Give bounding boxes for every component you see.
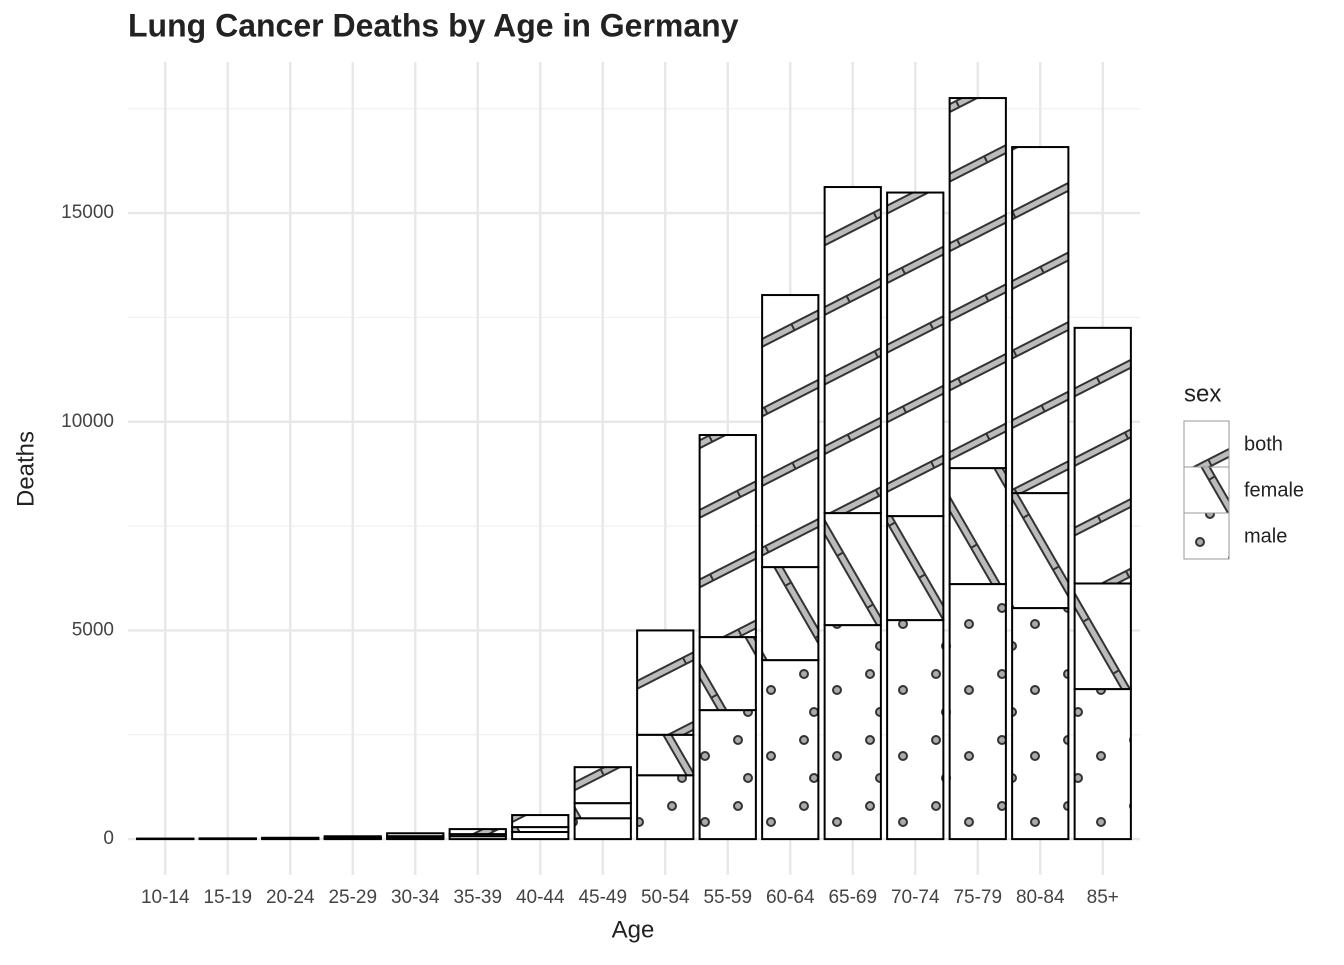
bar-segment bbox=[762, 567, 818, 660]
x-tick-label: 70-74 bbox=[891, 887, 940, 908]
bar-segment bbox=[1075, 689, 1131, 839]
bar-segment bbox=[262, 838, 318, 839]
bar-segment bbox=[575, 818, 631, 839]
x-tick-label: 60-64 bbox=[766, 887, 815, 908]
bar-segment bbox=[950, 98, 1006, 468]
bars bbox=[137, 98, 1131, 839]
x-tick-label: 80-84 bbox=[1016, 887, 1065, 908]
bar-segment bbox=[887, 516, 943, 620]
bar-segment bbox=[887, 620, 943, 839]
x-tick-label: 10-14 bbox=[141, 887, 190, 908]
x-tick-label: 50-54 bbox=[641, 887, 690, 908]
x-tick-label: 45-49 bbox=[578, 887, 627, 908]
bar-segment bbox=[1012, 147, 1068, 493]
x-tick-label: 75-79 bbox=[953, 887, 1002, 908]
bar-segment bbox=[825, 625, 881, 839]
x-tick-label: 25-29 bbox=[328, 887, 377, 908]
bar-segment bbox=[700, 710, 756, 839]
legend-title: sex bbox=[1184, 380, 1221, 407]
x-tick-label: 20-24 bbox=[266, 887, 315, 908]
bar-segment bbox=[512, 815, 568, 827]
y-tick-label: 0 bbox=[103, 828, 114, 849]
bar-segment bbox=[825, 187, 881, 513]
legend-key bbox=[1184, 513, 1229, 559]
bar-segment bbox=[1075, 328, 1131, 584]
y-axis-label: Deaths bbox=[12, 431, 39, 507]
bar-segment bbox=[450, 829, 506, 834]
bar-segment bbox=[325, 836, 381, 837]
bar-segment bbox=[825, 513, 881, 625]
legend-key bbox=[1184, 467, 1229, 513]
bar-segment bbox=[700, 637, 756, 710]
legend-label: female bbox=[1244, 479, 1304, 501]
bar-segment bbox=[575, 767, 631, 803]
bar-segment bbox=[887, 193, 943, 517]
x-tick-label: 55-59 bbox=[703, 887, 752, 908]
bar-segment bbox=[950, 584, 1006, 839]
bar-segment bbox=[637, 775, 693, 839]
x-axis-label: Age bbox=[612, 916, 655, 943]
x-tick-label: 85+ bbox=[1087, 887, 1119, 908]
bar-segment bbox=[575, 803, 631, 818]
x-tick-label: 15-19 bbox=[203, 887, 252, 908]
bar-segment bbox=[950, 468, 1006, 584]
bar-segment bbox=[637, 630, 693, 734]
y-tick-label: 15000 bbox=[61, 202, 114, 223]
bar-segment bbox=[637, 735, 693, 775]
bar-segment bbox=[700, 435, 756, 637]
bar-segment bbox=[762, 295, 818, 567]
y-tick-label: 10000 bbox=[61, 411, 114, 432]
bar-segment bbox=[512, 832, 568, 839]
bar-segment bbox=[762, 660, 818, 839]
x-tick-label: 30-34 bbox=[391, 887, 440, 908]
x-tick-label: 65-69 bbox=[828, 887, 877, 908]
legend-key bbox=[1184, 421, 1229, 467]
bar-segment bbox=[387, 833, 443, 836]
legend-label: both bbox=[1244, 433, 1283, 455]
legend-label: male bbox=[1244, 525, 1287, 547]
chart-title: Lung Cancer Deaths by Age in Germany bbox=[128, 7, 739, 43]
bar-segment bbox=[1075, 583, 1131, 689]
y-tick-label: 5000 bbox=[72, 619, 114, 640]
x-tick-label: 35-39 bbox=[453, 887, 502, 908]
bar-segment bbox=[1012, 608, 1068, 839]
bar-segment bbox=[1012, 493, 1068, 608]
x-tick-label: 40-44 bbox=[516, 887, 565, 908]
